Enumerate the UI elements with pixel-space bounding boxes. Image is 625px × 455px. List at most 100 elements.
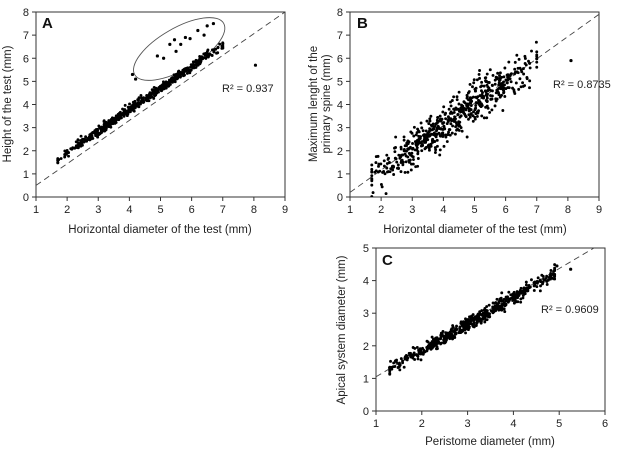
data-point: [173, 77, 177, 81]
data-point: [512, 290, 516, 294]
data-point: [102, 119, 106, 123]
data-point: [126, 112, 130, 116]
x-tick-label: 7: [220, 204, 226, 216]
data-point: [502, 80, 505, 84]
x-tick-label: 9: [282, 204, 288, 216]
data-point: [464, 318, 468, 322]
data-point: [447, 331, 450, 335]
data-point: [485, 310, 489, 314]
data-point: [393, 359, 397, 363]
data-point: [401, 160, 405, 164]
data-point: [540, 273, 544, 277]
data-point: [415, 131, 419, 135]
data-point: [475, 114, 479, 118]
data-point: [168, 42, 172, 46]
y-tick-label: 5: [363, 243, 369, 255]
panel-letter: A: [42, 15, 53, 32]
data-point: [179, 42, 183, 46]
data-point: [512, 301, 516, 305]
data-point: [442, 105, 446, 109]
x-tick-label: 3: [95, 204, 101, 216]
data-point: [419, 352, 423, 356]
data-point: [464, 331, 467, 335]
data-point: [514, 81, 518, 85]
data-point: [465, 324, 469, 328]
data-point: [403, 170, 407, 174]
data-point: [549, 272, 553, 275]
data-point: [520, 70, 524, 74]
data-point: [216, 45, 220, 49]
data-point: [423, 147, 427, 151]
data-point: [146, 99, 150, 103]
data-point: [466, 328, 470, 332]
data-point: [379, 182, 383, 186]
data-point: [490, 108, 494, 112]
data-point: [430, 124, 434, 128]
data-point: [396, 163, 400, 167]
data-point: [444, 331, 448, 335]
data-point: [164, 82, 168, 86]
data-point: [206, 48, 210, 52]
data-point: [415, 140, 419, 144]
data-point: [474, 324, 478, 327]
data-point: [193, 60, 197, 64]
data-point: [370, 167, 374, 171]
data-point: [56, 160, 60, 164]
data-point: [169, 77, 173, 80]
data-point: [421, 144, 425, 147]
data-point: [549, 269, 553, 272]
data-point: [460, 103, 463, 107]
data-point: [414, 133, 418, 137]
data-point: [373, 170, 377, 174]
data-point: [435, 127, 439, 131]
data-point: [405, 358, 409, 362]
y-tick-label: 6: [23, 53, 29, 65]
data-point: [507, 297, 510, 301]
data-point: [550, 276, 554, 280]
data-point: [137, 96, 141, 100]
data-point: [215, 51, 218, 55]
data-point: [188, 36, 192, 41]
data-point: [444, 117, 448, 121]
data-point: [528, 61, 532, 65]
data-point: [434, 135, 438, 139]
data-point: [497, 307, 501, 311]
data-point: [160, 89, 164, 93]
x-tick-label: 3: [465, 418, 471, 430]
data-point: [75, 146, 79, 150]
data-point: [417, 137, 421, 141]
data-point: [379, 162, 383, 166]
data-point: [395, 166, 399, 170]
data-point: [497, 93, 501, 97]
data-point: [498, 71, 502, 75]
data-point: [502, 307, 506, 311]
data-point: [518, 77, 522, 81]
data-point: [388, 366, 392, 369]
data-point: [480, 309, 484, 313]
data-point: [553, 263, 557, 267]
data-point: [457, 331, 461, 335]
data-point: [83, 137, 87, 141]
data-point: [126, 105, 130, 109]
y-tick-label: 4: [337, 100, 343, 112]
data-point: [423, 135, 427, 139]
data-point: [469, 112, 473, 115]
data-point: [64, 150, 68, 154]
x-tick-label: 6: [189, 204, 195, 216]
data-point: [485, 72, 489, 76]
data-point: [113, 119, 117, 123]
y-tick-label: 4: [23, 100, 29, 112]
data-point: [539, 284, 542, 288]
data-point: [370, 163, 374, 167]
data-point: [397, 362, 401, 366]
data-point: [450, 131, 454, 135]
data-point: [408, 158, 412, 162]
data-point: [432, 140, 436, 144]
data-point: [439, 134, 442, 138]
data-point: [412, 134, 416, 138]
data-point: [125, 109, 129, 113]
data-point: [392, 361, 396, 365]
data-point: [204, 56, 208, 60]
